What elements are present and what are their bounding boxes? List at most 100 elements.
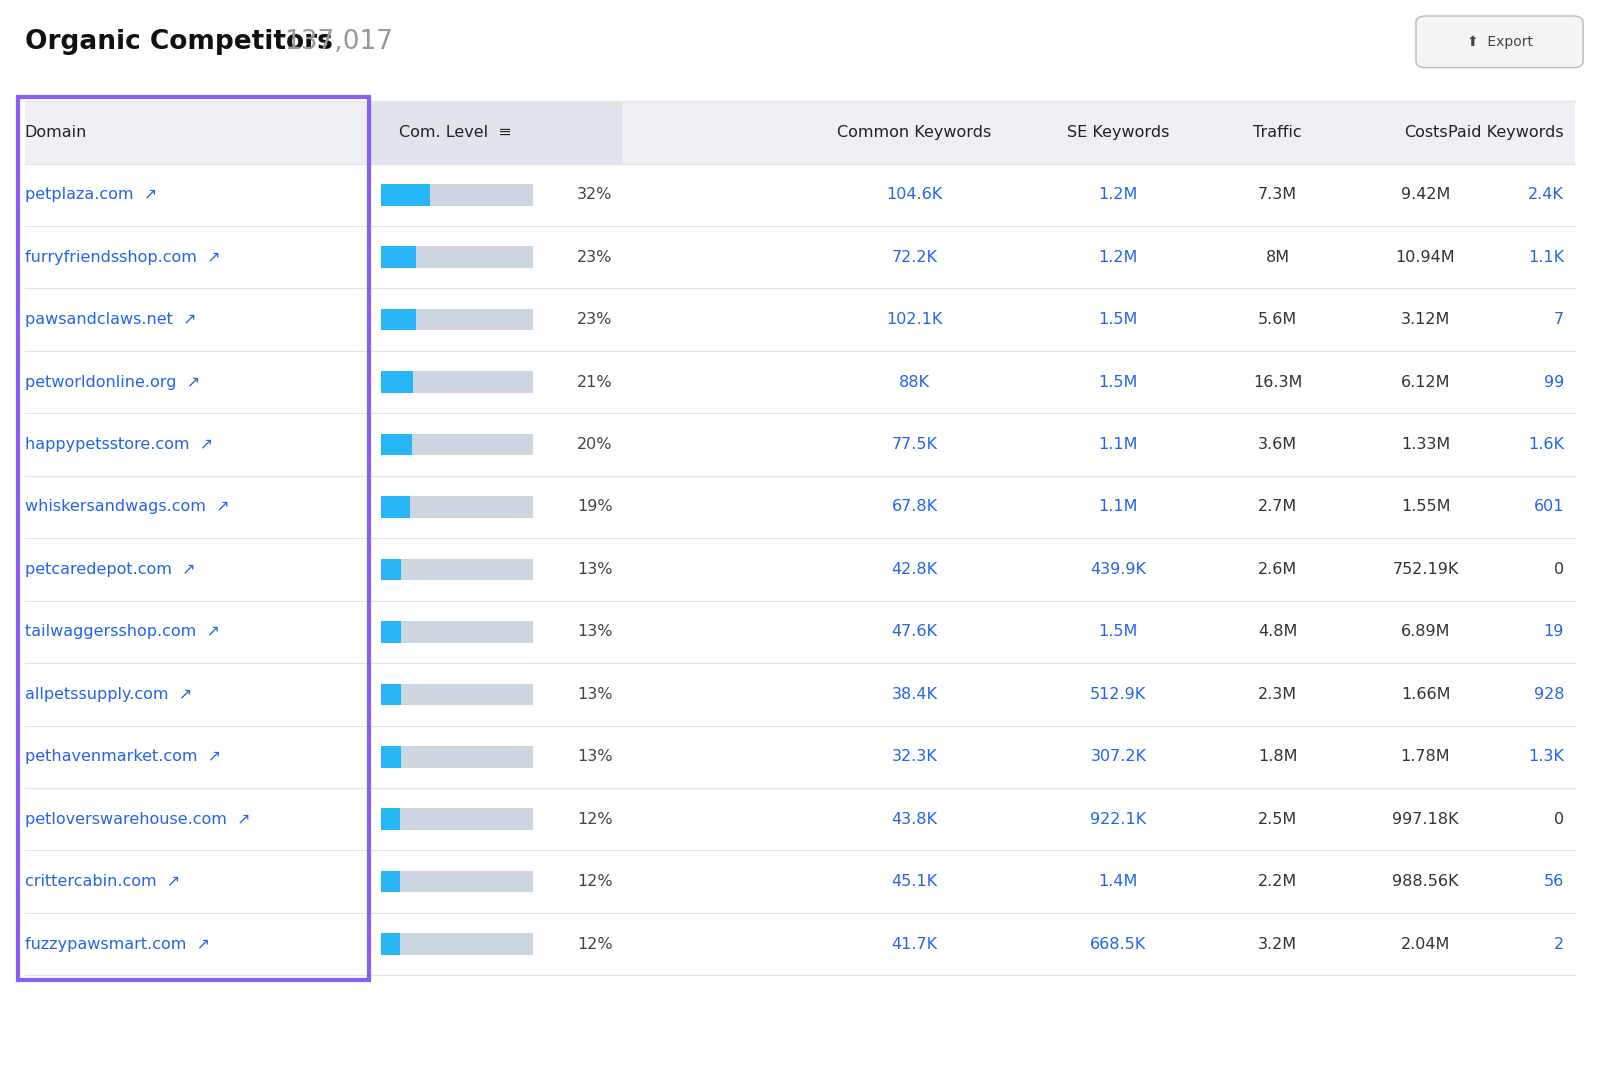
Text: petloverswarehouse.com  ↗: petloverswarehouse.com ↗	[26, 812, 250, 827]
Text: 1.4M: 1.4M	[1099, 875, 1138, 889]
Bar	[381, 871, 533, 893]
Text: 45.1K: 45.1K	[891, 875, 938, 889]
Bar	[381, 559, 533, 580]
Bar	[381, 434, 411, 456]
Text: fuzzypawsmart.com  ↗: fuzzypawsmart.com ↗	[26, 936, 210, 952]
Bar	[381, 808, 533, 830]
Bar	[26, 851, 1574, 912]
Text: 43.8K: 43.8K	[891, 812, 938, 827]
Text: 1.5M: 1.5M	[1099, 374, 1138, 390]
Bar	[381, 371, 413, 393]
Text: 32%: 32%	[578, 188, 613, 202]
Text: 13%: 13%	[578, 687, 613, 702]
Bar	[381, 496, 533, 518]
Bar	[26, 350, 1574, 413]
FancyBboxPatch shape	[1416, 16, 1582, 67]
Bar	[381, 684, 533, 705]
Bar	[381, 808, 400, 830]
Bar	[381, 309, 533, 331]
Text: 2.3M: 2.3M	[1258, 687, 1298, 702]
Text: 1.33M: 1.33M	[1402, 437, 1450, 452]
Text: 1.8M: 1.8M	[1258, 750, 1298, 764]
Bar	[381, 371, 533, 393]
Text: 1.3K: 1.3K	[1528, 750, 1565, 764]
Text: 1.78M: 1.78M	[1400, 750, 1450, 764]
Text: crittercabin.com  ↗: crittercabin.com ↗	[26, 875, 181, 889]
Text: 0: 0	[1554, 562, 1565, 577]
Text: 88K: 88K	[899, 374, 930, 390]
Bar	[26, 101, 1574, 164]
Text: 439.9K: 439.9K	[1090, 562, 1146, 577]
Text: 2: 2	[1554, 936, 1565, 952]
Text: Traffic: Traffic	[1253, 125, 1302, 140]
Text: 13%: 13%	[578, 562, 613, 577]
Text: 1.6K: 1.6K	[1528, 437, 1565, 452]
Bar	[26, 912, 1574, 975]
Text: 5.6M: 5.6M	[1258, 312, 1298, 328]
Text: 23%: 23%	[578, 312, 613, 328]
Text: 12%: 12%	[578, 812, 613, 827]
Text: 20%: 20%	[578, 437, 613, 452]
Bar	[381, 933, 400, 955]
Bar	[381, 434, 533, 456]
Bar	[26, 475, 1574, 538]
Bar	[381, 621, 533, 642]
Text: 1.5M: 1.5M	[1099, 624, 1138, 639]
Text: 988.56K: 988.56K	[1392, 875, 1459, 889]
Text: 67.8K: 67.8K	[891, 499, 938, 514]
Text: 601: 601	[1533, 499, 1565, 514]
Bar	[26, 226, 1574, 289]
Text: 928: 928	[1533, 687, 1565, 702]
Bar	[381, 184, 430, 205]
Text: ⬆  Export: ⬆ Export	[1467, 35, 1533, 49]
Text: 1.55M: 1.55M	[1400, 499, 1450, 514]
Text: 104.6K: 104.6K	[886, 188, 942, 202]
Text: 21%: 21%	[578, 374, 613, 390]
Text: 2.6M: 2.6M	[1258, 562, 1298, 577]
Text: 13%: 13%	[578, 624, 613, 639]
Bar	[381, 496, 410, 518]
Text: SE Keywords: SE Keywords	[1067, 125, 1170, 140]
Text: 2.04M: 2.04M	[1402, 936, 1450, 952]
Text: Com. Level  ≡: Com. Level ≡	[398, 125, 512, 140]
Text: 13%: 13%	[578, 750, 613, 764]
Text: 1.1M: 1.1M	[1099, 437, 1138, 452]
Text: petcaredepot.com  ↗: petcaredepot.com ↗	[26, 562, 195, 577]
Bar	[381, 621, 402, 642]
Text: pethavenmarket.com  ↗: pethavenmarket.com ↗	[26, 750, 221, 764]
Bar	[381, 871, 400, 893]
Text: 19%: 19%	[578, 499, 613, 514]
Bar	[26, 663, 1574, 726]
Text: 137,017: 137,017	[285, 29, 394, 55]
Text: Costs: Costs	[1403, 125, 1448, 140]
Text: 56: 56	[1544, 875, 1565, 889]
Text: 1.1K: 1.1K	[1528, 250, 1565, 265]
Bar	[381, 309, 416, 331]
Text: 668.5K: 668.5K	[1090, 936, 1147, 952]
Text: 23%: 23%	[578, 250, 613, 265]
Bar	[26, 788, 1574, 851]
Bar	[26, 601, 1574, 663]
Bar	[366, 101, 622, 164]
Bar	[381, 246, 416, 268]
Text: Paid Keywords: Paid Keywords	[1448, 125, 1565, 140]
Text: 7: 7	[1554, 312, 1565, 328]
Text: happypetsstore.com  ↗: happypetsstore.com ↗	[26, 437, 213, 452]
Text: 77.5K: 77.5K	[891, 437, 938, 452]
Text: 4.8M: 4.8M	[1258, 624, 1298, 639]
Text: 0: 0	[1554, 812, 1565, 827]
Text: 1.2M: 1.2M	[1099, 188, 1138, 202]
Bar	[381, 746, 402, 767]
Bar	[381, 746, 533, 767]
Text: 12%: 12%	[578, 936, 613, 952]
Text: 47.6K: 47.6K	[891, 624, 938, 639]
Text: 1.2M: 1.2M	[1099, 250, 1138, 265]
Text: 3.6M: 3.6M	[1258, 437, 1298, 452]
Text: 2.7M: 2.7M	[1258, 499, 1298, 514]
Text: 2.5M: 2.5M	[1258, 812, 1298, 827]
Text: 1.5M: 1.5M	[1099, 312, 1138, 328]
Text: 42.8K: 42.8K	[891, 562, 938, 577]
Text: 2.2M: 2.2M	[1258, 875, 1298, 889]
Text: 512.9K: 512.9K	[1090, 687, 1147, 702]
Text: Common Keywords: Common Keywords	[837, 125, 992, 140]
